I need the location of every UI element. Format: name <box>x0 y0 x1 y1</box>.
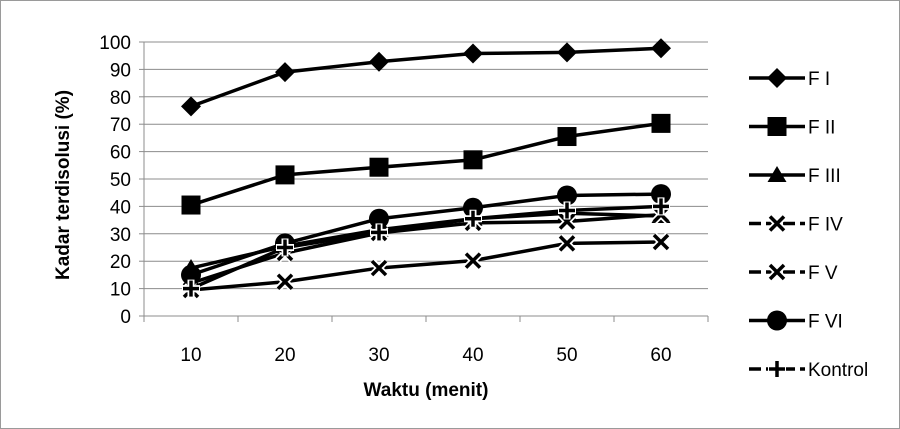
legend-entry: F I <box>749 68 830 90</box>
y-tick-label: 90 <box>110 60 131 81</box>
y-tick-label: 60 <box>110 143 131 164</box>
legend-entry: F IV <box>749 214 843 236</box>
x-tick-label: 30 <box>368 345 389 366</box>
legend-marker <box>767 68 787 88</box>
data-point <box>651 113 671 133</box>
y-tick-label: 50 <box>110 170 131 191</box>
data-point <box>463 197 483 218</box>
y-tick-labels: 0 10 20 30 40 50 60 70 80 90 100 <box>99 33 131 328</box>
series-line <box>190 46 662 109</box>
y-tick-label: 0 <box>120 307 131 328</box>
series-line <box>190 121 662 207</box>
y-tick-label: 20 <box>110 252 131 273</box>
data-point <box>557 42 577 63</box>
legend-label: F V <box>808 263 838 284</box>
axes <box>139 41 709 322</box>
data-point <box>369 51 389 72</box>
x-tick-label: 60 <box>650 345 671 366</box>
data-point <box>651 38 671 59</box>
plot-area <box>181 38 671 300</box>
series-f-ii <box>181 113 671 215</box>
x-axis-title: Waktu (menit) <box>364 380 489 401</box>
x-tick-label: 20 <box>274 345 295 366</box>
legend-marker <box>767 262 787 282</box>
data-point <box>370 223 388 242</box>
y-tick-label: 10 <box>110 280 131 301</box>
data-point <box>557 233 577 253</box>
series-f-vi <box>181 184 671 285</box>
x-tick-label: 40 <box>462 345 483 366</box>
data-point <box>557 127 577 147</box>
data-point <box>369 258 389 278</box>
x-tick-label: 10 <box>180 345 201 366</box>
data-point <box>276 238 294 257</box>
series-line <box>190 204 662 291</box>
data-point <box>275 165 295 185</box>
y-axis-title: Kadar terdisolusi (%) <box>53 90 74 280</box>
y-tick-label: 100 <box>99 33 131 54</box>
data-point <box>369 157 389 177</box>
y-tick-label: 30 <box>110 225 131 246</box>
legend-entry: F III <box>749 166 841 187</box>
data-point <box>181 264 201 285</box>
series-line <box>190 212 662 285</box>
legend-entry: F V <box>749 262 838 284</box>
legend: F I F II F III F IV F V F VI Kontrol <box>749 68 868 381</box>
data-point <box>651 232 671 252</box>
data-point <box>181 195 201 215</box>
data-point <box>275 62 295 83</box>
x-tick-labels: 10 20 30 40 50 60 <box>180 345 671 366</box>
legend-marker <box>767 310 787 331</box>
gridlines <box>144 41 708 290</box>
legend-marker <box>767 166 787 182</box>
data-point <box>463 43 483 64</box>
series-line <box>190 240 662 292</box>
data-point <box>464 209 482 228</box>
legend-entry: F II <box>749 117 835 139</box>
legend-label: F I <box>808 69 830 90</box>
data-point <box>558 201 576 220</box>
data-point <box>463 251 483 271</box>
legend-label: F VI <box>808 312 843 333</box>
x-tick-label: 50 <box>556 345 577 366</box>
data-point <box>557 211 577 231</box>
data-point <box>181 96 201 117</box>
series-line <box>190 192 662 277</box>
data-point <box>557 185 577 206</box>
legend-marker <box>768 360 786 378</box>
legend-entry: Kontrol <box>749 360 868 381</box>
legend-label: F II <box>808 118 835 139</box>
data-point <box>651 184 671 205</box>
legend-marker <box>767 117 787 136</box>
series-kontrol <box>182 197 670 298</box>
data-point <box>275 272 295 292</box>
legend-entry: F VI <box>749 310 843 333</box>
y-tick-label: 40 <box>110 197 131 218</box>
legend-label: Kontrol <box>808 360 868 381</box>
y-tick-label: 70 <box>110 115 131 136</box>
data-point <box>463 150 483 170</box>
data-point <box>652 197 670 216</box>
data-point <box>182 279 200 298</box>
data-point <box>369 208 389 229</box>
legend-marker <box>767 214 787 233</box>
y-tick-label: 80 <box>110 88 131 109</box>
legend-label: F III <box>808 166 841 187</box>
legend-label: F IV <box>808 215 843 236</box>
series-f-i <box>181 38 671 117</box>
